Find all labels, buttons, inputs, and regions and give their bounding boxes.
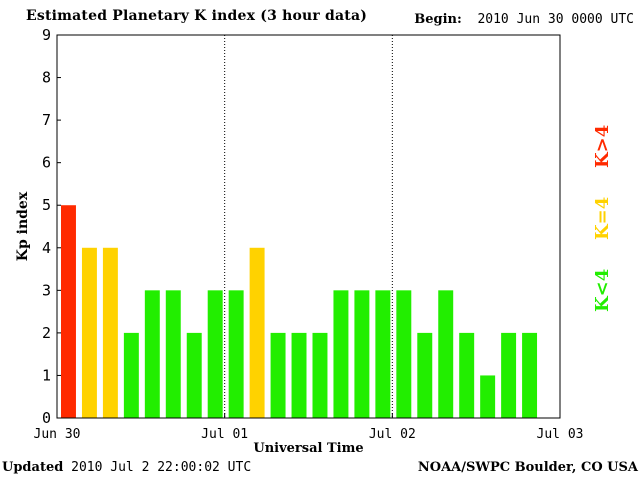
- begin-value: 2010 Jun 30 0000 UTC: [477, 12, 634, 27]
- updated-value: 2010 Jul 2 22:00:02 UTC: [71, 460, 252, 475]
- credit-text: NOAA/SWPC Boulder, CO USA: [417, 460, 638, 475]
- y-tick-label: 7: [42, 111, 51, 129]
- updated-label: Updated: [2, 460, 64, 475]
- kp-bar: [144, 290, 160, 418]
- y-tick-label: 5: [42, 196, 51, 214]
- kp-bar: [165, 290, 181, 418]
- kp-bar: [438, 290, 454, 418]
- y-tick-label: 8: [42, 69, 51, 87]
- y-axis-title: Kp index: [15, 191, 31, 261]
- x-tick-label: Jun 30: [34, 427, 81, 442]
- kp-chart: 0 1 2 3 4 5 6 7 8 9 Jun 30 Jul 01 Jul 02 Jul 03 Univer…: [15, 26, 584, 456]
- kp-bar: [480, 375, 496, 418]
- kp-bar: [354, 290, 370, 418]
- x-tick-label: Jul 02: [369, 427, 416, 442]
- x-tick-label: Jul 03: [537, 427, 584, 442]
- kp-bar: [522, 332, 538, 418]
- x-tick-label: Jul 01: [201, 427, 248, 442]
- begin-date: Begin: 2010 Jun 30 0000 UTC: [414, 12, 634, 27]
- x-axis-title: Universal Time: [253, 441, 363, 456]
- kp-bar: [291, 332, 307, 418]
- kp-bar: [207, 290, 223, 418]
- chart-title: Estimated Planetary K index (3 hour data…: [26, 8, 368, 24]
- kp-bar: [270, 332, 286, 418]
- legend-high: K>4: [592, 124, 613, 168]
- y-tick-label: 9: [42, 26, 51, 44]
- kp-bar: [501, 332, 517, 418]
- kp-bar: [396, 290, 412, 418]
- kp-bar: [312, 332, 328, 418]
- begin-label: Begin:: [414, 12, 462, 27]
- legend-low: K<4: [592, 268, 613, 312]
- kp-bar: [459, 332, 475, 418]
- kp-bar: [102, 247, 118, 418]
- y-tick-label: 0: [42, 409, 51, 427]
- kp-bar: [417, 332, 433, 418]
- kp-bar: [333, 290, 349, 418]
- y-tick-label: 2: [42, 324, 51, 342]
- kp-bar: [61, 205, 76, 418]
- plot-frame: [56, 34, 561, 419]
- updated-timestamp: Updated 2010 Jul 2 22:00:02 UTC: [2, 460, 251, 475]
- kp-bar: [249, 247, 265, 418]
- kp-bar: [81, 247, 97, 418]
- y-tick-label: 4: [42, 239, 51, 257]
- y-tick-label: 3: [42, 281, 51, 299]
- legend-mid: K=4: [592, 196, 613, 240]
- kp-bar: [375, 290, 391, 418]
- y-tick-label: 6: [42, 154, 51, 172]
- kp-bar: [228, 290, 244, 418]
- kp-bar: [123, 332, 139, 418]
- y-tick-label: 1: [42, 366, 51, 384]
- kp-bar: [186, 332, 202, 418]
